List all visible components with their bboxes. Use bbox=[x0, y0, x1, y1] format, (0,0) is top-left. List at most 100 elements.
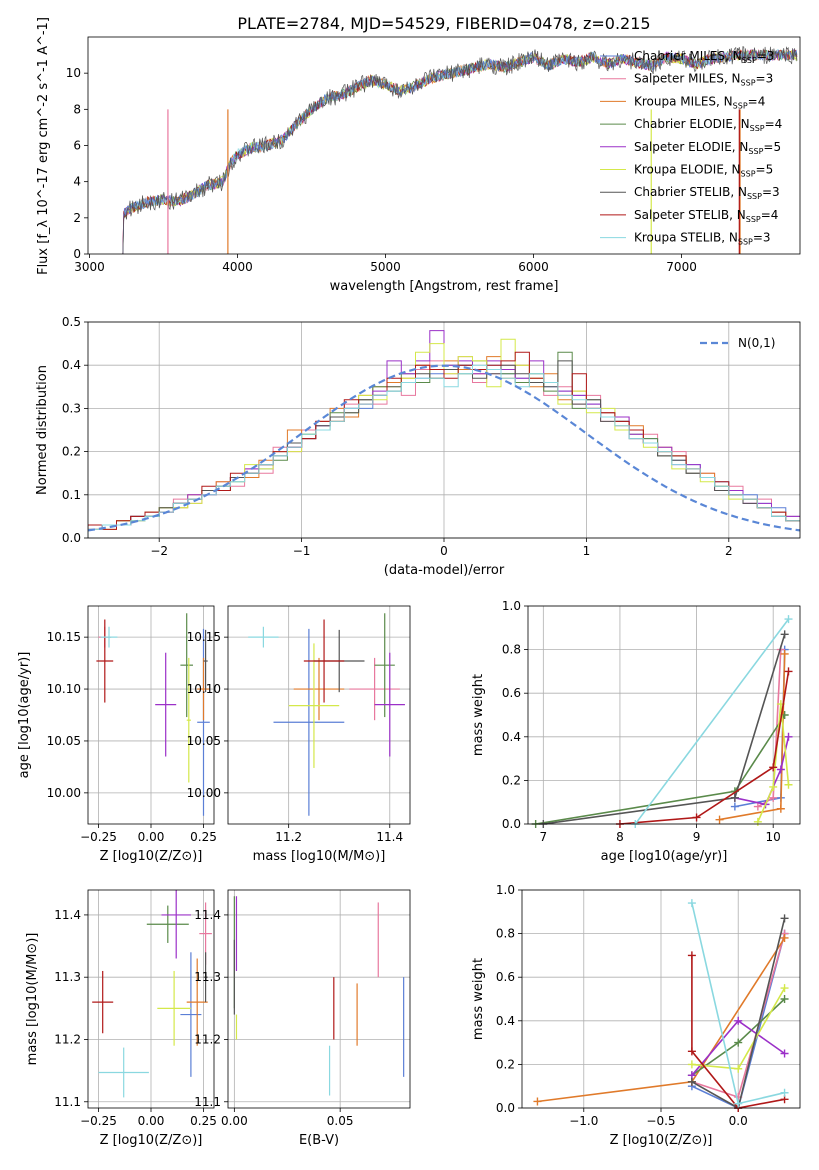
y-tick-label: 10.15 bbox=[47, 630, 81, 644]
y-tick-label: 1.0 bbox=[496, 883, 515, 897]
x-tick-label: 4000 bbox=[222, 260, 253, 274]
y-tick-label: 10.10 bbox=[47, 682, 81, 696]
x-axis-label: (data-model)/error bbox=[384, 563, 505, 578]
x-tick-label: 0.0 bbox=[729, 1114, 748, 1128]
y-tick-label: 11.1 bbox=[194, 1095, 221, 1109]
spectrum-line bbox=[123, 49, 798, 217]
x-tick-label: 6000 bbox=[518, 260, 549, 274]
weight-marker bbox=[780, 1088, 789, 1097]
x-axis-label: E(B-V) bbox=[299, 1133, 339, 1148]
histogram-series bbox=[88, 351, 800, 538]
x-axis-label: mass [log10(M/M⊙)] bbox=[253, 849, 386, 864]
x-tick-label: 1 bbox=[583, 544, 591, 558]
y-tick-label: 11.4 bbox=[194, 908, 221, 922]
y-axis-label: Flux [f_λ 10^-17 erg cm^-2 s^-1 A^-1] bbox=[36, 17, 51, 275]
weight-marker bbox=[533, 1097, 542, 1106]
axes-frame bbox=[87, 36, 801, 255]
legend-entry: Chabrier ELODIE, NSSP=4 bbox=[634, 117, 782, 133]
y-tick-label: 6 bbox=[73, 139, 81, 153]
weight-marker bbox=[692, 813, 701, 822]
weight-marker bbox=[687, 899, 696, 908]
y-tick-label: 0 bbox=[73, 247, 81, 261]
weight-marker bbox=[769, 793, 778, 802]
y-tick-label: 0.6 bbox=[502, 686, 521, 700]
y-tick-label: 0.4 bbox=[62, 358, 81, 372]
spectrum-line bbox=[122, 46, 798, 254]
x-tick-label: −0.25 bbox=[80, 830, 117, 844]
weight-marker bbox=[730, 793, 739, 802]
x-tick-label: 0.25 bbox=[190, 1114, 217, 1128]
weight-marker bbox=[687, 1060, 696, 1069]
weight-marker bbox=[780, 984, 789, 993]
x-tick-label: 2 bbox=[725, 544, 733, 558]
figure-title: PLATE=2784, MJD=54529, FIBERID=0478, z=0… bbox=[237, 14, 650, 33]
x-tick-label: −1 bbox=[293, 544, 311, 558]
x-tick-label: −0.25 bbox=[80, 1114, 117, 1128]
weight-marker bbox=[784, 667, 793, 676]
weight-marker bbox=[784, 732, 793, 741]
weight-marker bbox=[784, 615, 793, 624]
y-tick-label: 0.6 bbox=[496, 970, 515, 984]
y-tick-label: 10.10 bbox=[187, 682, 221, 696]
weight-marker bbox=[753, 817, 762, 826]
weight-marker bbox=[780, 630, 789, 639]
weight-marker bbox=[734, 1064, 743, 1073]
weight-marker bbox=[687, 1047, 696, 1056]
x-tick-label: 0 bbox=[440, 544, 448, 558]
x-tick-label: 0.05 bbox=[327, 1114, 354, 1128]
y-axis-label: mass weight bbox=[471, 674, 486, 756]
axes-frame bbox=[521, 889, 801, 1109]
x-tick-label: −2 bbox=[150, 544, 168, 558]
x-tick-label: 10 bbox=[766, 830, 781, 844]
x-axis-label: wavelength [Angstrom, rest frame] bbox=[330, 279, 559, 294]
weight-marker bbox=[734, 1016, 743, 1025]
y-axis-label: Normed distribution bbox=[35, 365, 50, 495]
y-axis-label: mass [log10(M/M⊙)] bbox=[25, 933, 40, 1066]
y-axis-label: mass weight bbox=[471, 958, 486, 1040]
weight-marker bbox=[715, 815, 724, 824]
legend-entry: Salpeter STELIB, NSSP=4 bbox=[634, 208, 778, 224]
x-axis-label: age [log10(age/yr)] bbox=[601, 849, 728, 864]
y-tick-label: 0.8 bbox=[496, 927, 515, 941]
x-tick-label: 0.00 bbox=[138, 1114, 165, 1128]
x-tick-label: 7000 bbox=[666, 260, 697, 274]
weight-marker bbox=[769, 763, 778, 772]
y-tick-label: 0.1 bbox=[62, 488, 81, 502]
y-tick-label: 0.0 bbox=[502, 817, 521, 831]
x-tick-label: 11.2 bbox=[275, 830, 302, 844]
y-tick-label: 1.0 bbox=[502, 599, 521, 613]
x-tick-label: 7 bbox=[540, 830, 548, 844]
y-tick-label: 10.00 bbox=[187, 786, 221, 800]
weight-marker bbox=[780, 995, 789, 1003]
weight-marker bbox=[687, 951, 696, 960]
weight-line bbox=[634, 618, 790, 824]
y-tick-label: 11.2 bbox=[194, 1032, 221, 1046]
x-axis-label: Z [log10(Z/Z⊙)] bbox=[100, 1133, 203, 1148]
x-axis-label: Z [log10(Z/Z⊙)] bbox=[610, 1133, 713, 1148]
y-tick-label: 11.2 bbox=[54, 1032, 81, 1046]
weight-line bbox=[543, 634, 786, 824]
legend-entry: N(0,1) bbox=[738, 336, 775, 350]
y-tick-label: 11.1 bbox=[54, 1095, 81, 1109]
x-tick-label: −0.5 bbox=[646, 1114, 675, 1128]
y-tick-label: 10.15 bbox=[187, 630, 221, 644]
y-tick-label: 11.3 bbox=[54, 970, 81, 984]
weight-marker bbox=[776, 804, 785, 813]
y-tick-label: 0.5 bbox=[62, 315, 81, 329]
x-tick-label: 9 bbox=[693, 830, 701, 844]
legend-entry: Salpeter ELODIE, NSSP=5 bbox=[634, 140, 781, 156]
weight-marker bbox=[780, 914, 789, 923]
y-tick-label: 0.2 bbox=[62, 445, 81, 459]
y-tick-label: 0.0 bbox=[496, 1101, 515, 1115]
axes-frame bbox=[87, 889, 215, 1109]
y-axis-label: age [log10(age/yr)] bbox=[17, 652, 32, 779]
axes-frame bbox=[87, 321, 801, 539]
legend-entry: Kroupa STELIB, NSSP=3 bbox=[634, 231, 771, 247]
x-tick-label: −1.0 bbox=[569, 1114, 598, 1128]
legend-entry: Kroupa ELODIE, NSSP=5 bbox=[634, 163, 773, 179]
y-tick-label: 0.2 bbox=[496, 1057, 515, 1071]
x-tick-label: 0.00 bbox=[221, 1114, 248, 1128]
y-tick-label: 2 bbox=[73, 211, 81, 225]
axes-frame bbox=[87, 605, 215, 825]
